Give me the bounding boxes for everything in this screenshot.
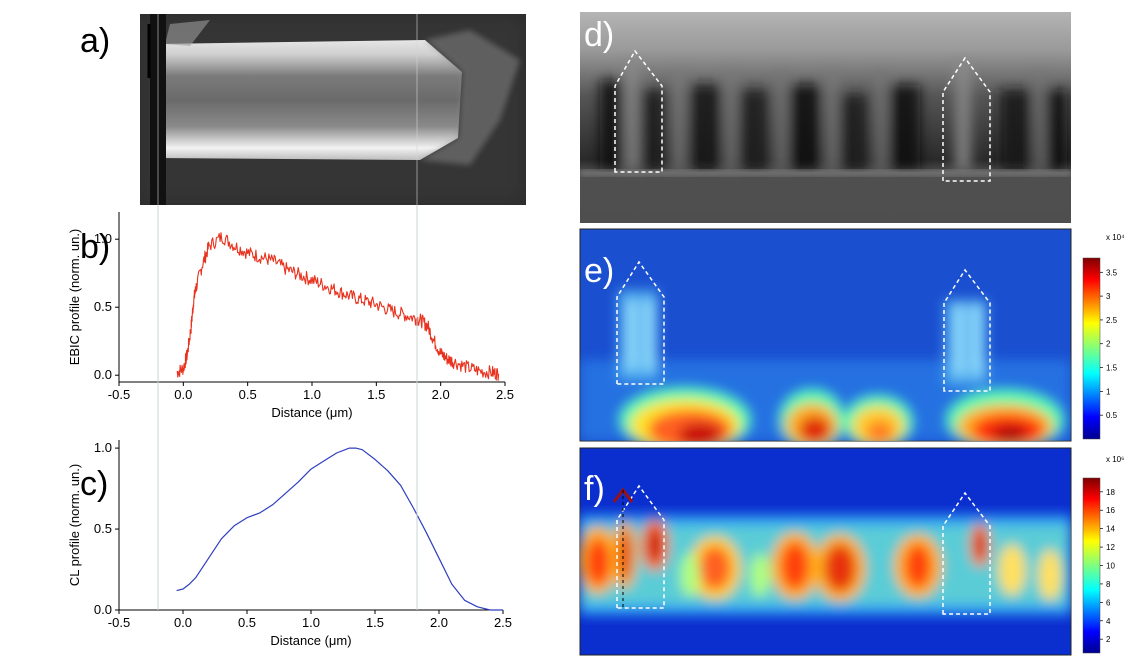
x-tick-label: 1.0 (303, 387, 321, 402)
wire-outline-f-left (616, 484, 665, 609)
colorbar-f: x 10⁶ 18 16 14 12 10 8 6 4 2 (1082, 455, 1124, 654)
x-tick-label: 2.0 (430, 615, 448, 630)
x-tick-label: 0.0 (174, 387, 192, 402)
wire-outline-e-left (616, 260, 665, 385)
colorbar-tick-label: 1 (1106, 387, 1111, 396)
wire-outline-d-left (614, 49, 663, 173)
colorbar-tick-label: 2 (1106, 635, 1111, 644)
colorbar-tick-label: 3 (1106, 292, 1111, 301)
x-tick-label: -0.5 (108, 615, 130, 630)
wire-outline-d-right (942, 56, 991, 182)
wire-outline-e-right (943, 268, 991, 392)
y-tick-label: 0.0 (94, 602, 112, 617)
colorbar-tick-label: 4 (1106, 617, 1111, 626)
wire-outline-f-right (942, 491, 991, 615)
cl-profile-chart: -0.5 0.0 0.5 1.0 1.5 2.0 2.50.00.51.0Distance … (67, 440, 512, 648)
x-tick-label: 2.5 (496, 387, 514, 402)
series-line (176, 232, 500, 381)
panel-label-d: d) (584, 16, 614, 54)
colorbar-tick-label: 14 (1106, 525, 1115, 534)
panel-label-b: b) (80, 228, 110, 266)
panel-label-a: a) (80, 22, 110, 60)
panel-label-c: c) (80, 465, 108, 503)
colorbar-tick-label: 12 (1106, 543, 1115, 552)
x-axis-label: Distance (μm) (271, 405, 352, 420)
colorbar-tick-label: 1.5 (1106, 364, 1118, 373)
series-line (176, 447, 503, 611)
x-axis-label: Distance (μm) (270, 633, 351, 648)
colorbar-tick-label: 2 (1106, 340, 1111, 349)
x-tick-label: 1.5 (367, 387, 385, 402)
colorbar-tick-label: 0.5 (1106, 411, 1118, 420)
x-tick-label: -0.5 (108, 387, 130, 402)
panel-label-f: f) (584, 470, 605, 508)
colorbar-tick-label: 10 (1106, 562, 1115, 571)
x-tick-label: 1.5 (366, 615, 384, 630)
cl-map-f (579, 447, 1072, 656)
colorbar-tick-label: 6 (1106, 598, 1111, 607)
colorbar-tick-label: 2.5 (1106, 316, 1118, 325)
colorbar-f-exponent: x 10⁶ (1106, 455, 1124, 464)
y-axis-label: CL profile (norm. un.) (67, 464, 82, 586)
ebic-profile-chart: -0.5 0.0 0.5 1.0 1.5 2.0 2.5 0.0 0.5 1.0 Distance … (67, 212, 514, 420)
x-tick-label: 0.0 (174, 615, 192, 630)
y-tick-label: 0.0 (94, 367, 112, 382)
y-tick-label: 1.0 (94, 440, 112, 455)
y-tick-label: 0.5 (94, 299, 112, 314)
y-tick-label: 1.0 (94, 231, 112, 246)
x-tick-label: 0.5 (239, 387, 257, 402)
x-tick-label: 2.5 (494, 615, 512, 630)
colorbar-e: x 10⁴ 3.5 3 2.5 2 1.5 1 0.5 (1082, 233, 1125, 440)
sem-image-a (140, 14, 526, 205)
y-tick-label: 0.5 (94, 521, 112, 536)
colorbar-tick-label: 18 (1106, 488, 1115, 497)
colorbar-e-exponent: x 10⁴ (1106, 233, 1125, 242)
x-tick-label: 0.5 (238, 615, 256, 630)
x-tick-label: 2.0 (432, 387, 450, 402)
colorbar-tick-label: 3.5 (1106, 268, 1118, 277)
panel-label-e: e) (584, 252, 614, 290)
colorbar-tick-label: 16 (1106, 506, 1115, 515)
colorbar-tick-label: 8 (1106, 580, 1111, 589)
ebic-map-e (579, 228, 1072, 442)
colorbar-f-gradient (1082, 477, 1101, 654)
x-tick-label: 1.0 (302, 615, 320, 630)
sem-image-d (580, 12, 1071, 223)
y-axis-label: EBIC profile (norm. un.) (67, 229, 82, 366)
colorbar-e-gradient (1082, 257, 1101, 440)
